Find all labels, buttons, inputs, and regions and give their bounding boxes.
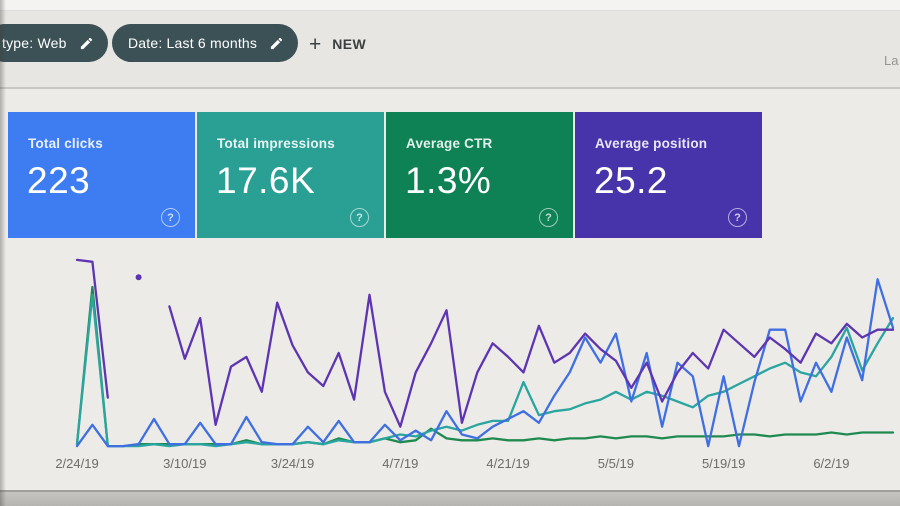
card-value: 223 — [27, 160, 91, 201]
new-button-label: NEW — [332, 36, 367, 52]
help-icon[interactable]: ? — [161, 208, 180, 227]
card-average-ctr[interactable]: Average CTR 1.3% ? — [386, 112, 573, 238]
performance-chart[interactable]: 2/24/19 3/10/19 3/24/19 4/7/19 4/21/19 5/5/19… — [0, 250, 900, 490]
card-average-position[interactable]: Average position 25.2 ? — [575, 112, 762, 238]
search-type-chip-label: type: Web — [2, 35, 67, 51]
window-top-edge — [0, 0, 900, 11]
card-value: 25.2 — [594, 160, 669, 201]
chart-lines — [75, 258, 895, 448]
help-icon[interactable]: ? — [350, 208, 369, 227]
search-type-filter-chip[interactable]: type: Web — [0, 24, 108, 62]
top-right-cropped-text: La — [884, 53, 899, 68]
plus-icon: + — [309, 32, 322, 56]
chart-line-ctr — [75, 285, 895, 448]
filter-toolbar: type: Web Date: Last 6 months + NEW La — [0, 11, 900, 89]
chart-point-position — [135, 274, 142, 281]
x-axis-label: 4/21/19 — [486, 456, 530, 471]
x-axis-label: 5/19/19 — [701, 456, 746, 471]
card-total-impressions[interactable]: Total impressions 17.6K ? — [197, 112, 384, 238]
x-axis-label: 6/2/19 — [813, 456, 850, 471]
card-total-clicks[interactable]: Total clicks 223 ? — [8, 112, 195, 238]
card-label: Average CTR — [406, 136, 493, 151]
x-axis-label: 3/24/19 — [270, 456, 315, 471]
date-range-chip-label: Date: Last 6 months — [128, 35, 258, 51]
chart-line-position — [75, 258, 109, 399]
x-axis-label: 2/24/19 — [55, 456, 99, 471]
card-value: 17.6K — [216, 160, 316, 201]
card-label: Average position — [595, 136, 708, 151]
x-axis-label: 5/5/19 — [597, 456, 634, 471]
help-icon[interactable]: ? — [539, 208, 558, 227]
metric-cards-row: Total clicks 223 ? Total impressions 17.… — [8, 112, 762, 238]
x-axis-label: 4/7/19 — [382, 456, 419, 471]
new-filter-button[interactable]: + NEW — [303, 30, 372, 58]
pencil-icon — [269, 36, 284, 51]
card-value: 1.3% — [405, 160, 492, 201]
x-axis-label: 3/10/19 — [163, 456, 207, 471]
window-bottom-edge — [0, 490, 900, 506]
help-icon[interactable]: ? — [728, 208, 747, 227]
date-range-filter-chip[interactable]: Date: Last 6 months — [112, 24, 299, 62]
chart-line-clicks — [75, 278, 895, 448]
card-label: Total clicks — [28, 136, 103, 151]
chart-line-position — [168, 293, 895, 428]
pencil-icon — [79, 36, 94, 51]
card-label: Total impressions — [217, 136, 335, 151]
